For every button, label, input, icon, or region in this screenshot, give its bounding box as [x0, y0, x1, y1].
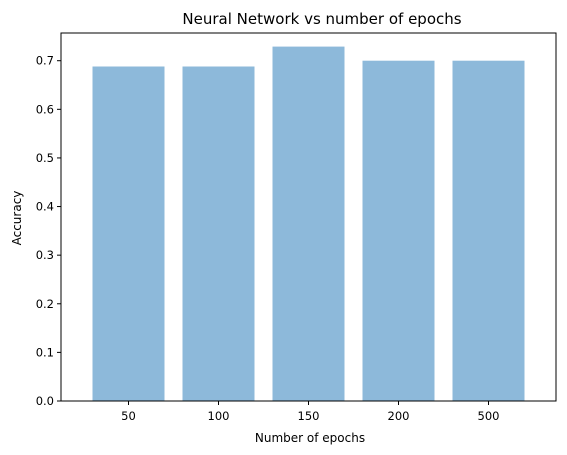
x-tick-label: 150 — [298, 409, 320, 423]
bar-50 — [92, 66, 165, 401]
y-tick-label: 0.1 — [36, 345, 54, 359]
y-tick-label: 0.2 — [36, 297, 54, 311]
y-tick-label: 0.7 — [36, 54, 54, 68]
x-tick-label: 100 — [208, 409, 230, 423]
bar-150 — [272, 46, 345, 401]
x-tick-label: 500 — [478, 409, 500, 423]
bar-100 — [182, 66, 255, 401]
bars-group — [92, 46, 525, 401]
y-tick-label: 0.6 — [36, 102, 54, 116]
bar-500 — [452, 60, 525, 401]
x-tick-label: 200 — [388, 409, 410, 423]
y-ticks-group: 0.0 0.1 0.2 0.3 0.4 0.5 0.6 0.7 — [36, 54, 61, 408]
y-tick-label: 0.5 — [36, 151, 54, 165]
x-tick-label: 50 — [121, 409, 136, 423]
x-axis-label: Number of epochs — [255, 431, 365, 445]
x-ticks-group: 50 100 150 200 500 — [121, 401, 499, 423]
y-tick-label: 0.3 — [36, 248, 54, 262]
y-tick-label: 0.0 — [36, 394, 54, 408]
bar-200 — [362, 60, 435, 401]
chart-title: Neural Network vs number of epochs — [182, 10, 461, 28]
y-tick-label: 0.4 — [36, 200, 54, 214]
y-axis-label: Accuracy — [10, 191, 24, 246]
